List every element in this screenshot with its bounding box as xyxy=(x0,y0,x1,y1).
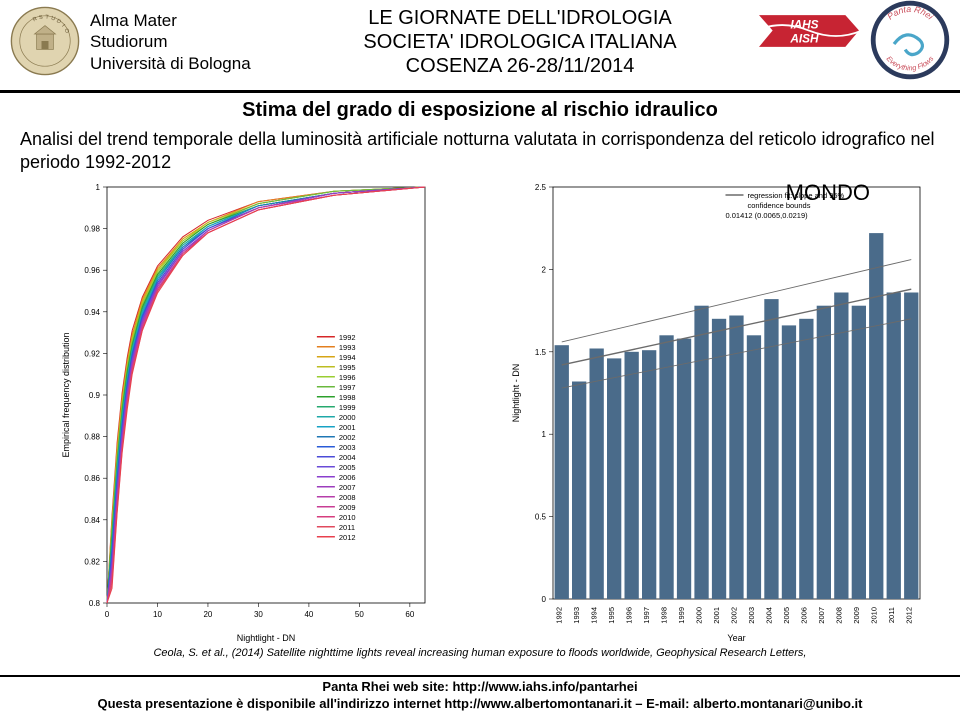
svg-text:2000: 2000 xyxy=(339,413,356,422)
svg-text:0: 0 xyxy=(542,595,547,604)
slide-subtitle: Stima del grado di esposizione al rischi… xyxy=(20,99,940,122)
svg-text:1994: 1994 xyxy=(339,353,356,362)
svg-text:2.5: 2.5 xyxy=(535,183,547,192)
svg-text:1995: 1995 xyxy=(339,363,356,372)
svg-text:0.82: 0.82 xyxy=(84,557,100,566)
svg-text:0.8: 0.8 xyxy=(89,599,101,608)
svg-text:60: 60 xyxy=(405,610,414,619)
svg-text:2006: 2006 xyxy=(799,607,808,624)
conf-line2: SOCIETA' IDROLOGICA ITALIANA xyxy=(300,30,740,54)
footer-rule xyxy=(0,675,960,677)
svg-text:0.01412 (0.0065,0.0219): 0.01412 (0.0065,0.0219) xyxy=(725,211,808,220)
charts-container: 0.80.820.840.860.880.90.920.940.960.9810… xyxy=(0,177,960,645)
cdf-chart: 0.80.820.840.860.880.90.920.940.960.9810… xyxy=(55,177,495,645)
svg-text:0.86: 0.86 xyxy=(84,474,100,483)
uni-line3: Università di Bologna xyxy=(90,53,300,74)
svg-text:0.96: 0.96 xyxy=(84,266,100,275)
svg-text:1997: 1997 xyxy=(642,607,651,624)
bar-chart: 0 0.5 1 1.5 2 2.5 1992 1993 1994 1995 1996 1997 1998… xyxy=(505,177,930,645)
svg-text:0.92: 0.92 xyxy=(84,349,100,358)
uni-line1: Alma Mater xyxy=(90,10,300,31)
svg-text:1995: 1995 xyxy=(607,607,616,624)
svg-text:0.9: 0.9 xyxy=(89,391,101,400)
svg-text:1993: 1993 xyxy=(572,607,581,624)
svg-text:1999: 1999 xyxy=(339,403,356,412)
svg-text:2005: 2005 xyxy=(782,607,791,624)
svg-text:1994: 1994 xyxy=(590,607,599,624)
svg-text:50: 50 xyxy=(355,610,364,619)
svg-text:2003: 2003 xyxy=(339,443,356,452)
svg-text:1999: 1999 xyxy=(677,607,686,624)
subtitle-row: Stima del grado di esposizione al rischi… xyxy=(0,93,960,122)
university-name: Alma Mater Studiorum Università di Bolog… xyxy=(90,6,300,74)
svg-text:1997: 1997 xyxy=(339,383,356,392)
svg-text:0.94: 0.94 xyxy=(84,308,100,317)
svg-text:regression fit: slope and 95%: regression fit: slope and 95% xyxy=(747,191,844,200)
svg-text:2012: 2012 xyxy=(904,607,913,624)
slide-header: R S T U D I O Alma Mater Studiorum Unive… xyxy=(0,0,960,92)
svg-text:2009: 2009 xyxy=(339,503,356,512)
svg-text:1996: 1996 xyxy=(625,607,634,624)
svg-text:1992: 1992 xyxy=(555,607,564,624)
svg-text:2011: 2011 xyxy=(887,607,896,623)
svg-text:0.5: 0.5 xyxy=(535,513,547,522)
svg-text:1: 1 xyxy=(96,183,101,192)
svg-text:0.98: 0.98 xyxy=(84,225,100,234)
conference-title: LE GIORNATE DELL'IDROLOGIA SOCIETA' IDRO… xyxy=(300,6,740,78)
svg-text:1992: 1992 xyxy=(339,333,356,342)
uni-line2: Studiorum xyxy=(90,31,300,52)
svg-text:Nightlight - DN: Nightlight - DN xyxy=(237,633,296,643)
iahs-logo-icon: IAHS AISH xyxy=(754,6,864,56)
cdf-chart-svg: 0.80.820.840.860.880.90.920.940.960.9810… xyxy=(55,177,495,645)
slide-footer: Panta Rhei web site: http://www.iahs.inf… xyxy=(0,675,960,713)
svg-text:2: 2 xyxy=(542,265,547,274)
svg-text:20: 20 xyxy=(203,610,212,619)
svg-text:30: 30 xyxy=(254,610,263,619)
svg-text:2004: 2004 xyxy=(764,607,773,624)
conf-line3: COSENZA 26-28/11/2014 xyxy=(300,54,740,78)
svg-text:2005: 2005 xyxy=(339,463,356,472)
svg-text:2002: 2002 xyxy=(339,433,356,442)
footer-line2: Questa presentazione è disponibile all'i… xyxy=(0,696,960,713)
svg-text:2008: 2008 xyxy=(834,607,843,624)
svg-text:2001: 2001 xyxy=(339,423,356,432)
svg-text:2006: 2006 xyxy=(339,473,356,482)
university-seal-icon: R S T U D I O xyxy=(10,6,80,76)
svg-text:2011: 2011 xyxy=(339,523,355,532)
svg-text:Nightlight - DN: Nightlight - DN xyxy=(511,364,521,423)
svg-text:40: 40 xyxy=(304,610,313,619)
citation-text: Ceola, S. et al., (2014) Satellite night… xyxy=(0,647,960,659)
svg-text:1996: 1996 xyxy=(339,373,356,382)
bar-chart-svg: 0 0.5 1 1.5 2 2.5 1992 1993 1994 1995 1996 1997 1998… xyxy=(505,177,930,645)
svg-text:2012: 2012 xyxy=(339,533,356,542)
svg-text:Year: Year xyxy=(727,633,745,643)
svg-text:0: 0 xyxy=(105,610,110,619)
panta-rhei-logo-icon: Panta Rhei Everything Flows xyxy=(870,0,950,80)
svg-text:2008: 2008 xyxy=(339,493,356,502)
svg-text:confidence bounds: confidence bounds xyxy=(747,201,810,210)
svg-text:2007: 2007 xyxy=(339,483,356,492)
header-logos: IAHS AISH Panta Rhei Everything Flows xyxy=(740,6,950,86)
svg-text:1993: 1993 xyxy=(339,343,356,352)
svg-text:1998: 1998 xyxy=(660,607,669,624)
svg-text:0.88: 0.88 xyxy=(84,433,100,442)
svg-text:1998: 1998 xyxy=(339,393,356,402)
svg-text:2010: 2010 xyxy=(869,607,878,624)
svg-text:1.5: 1.5 xyxy=(535,348,547,357)
svg-text:0.84: 0.84 xyxy=(84,516,100,525)
conf-line1: LE GIORNATE DELL'IDROLOGIA xyxy=(300,6,740,30)
svg-text:2010: 2010 xyxy=(339,513,356,522)
svg-text:2009: 2009 xyxy=(852,607,861,624)
svg-text:2003: 2003 xyxy=(747,607,756,624)
svg-text:10: 10 xyxy=(153,610,162,619)
svg-text:Empirical frequency distributi: Empirical frequency distribution xyxy=(61,332,71,457)
svg-text:2007: 2007 xyxy=(817,607,826,624)
svg-text:2000: 2000 xyxy=(695,607,704,624)
footer-line1: Panta Rhei web site: http://www.iahs.inf… xyxy=(0,679,960,696)
svg-text:2002: 2002 xyxy=(730,607,739,624)
svg-text:2004: 2004 xyxy=(339,453,356,462)
slide-description: Analisi del trend temporale della lumino… xyxy=(0,122,960,173)
svg-text:1: 1 xyxy=(542,430,547,439)
svg-text:2001: 2001 xyxy=(712,607,721,624)
